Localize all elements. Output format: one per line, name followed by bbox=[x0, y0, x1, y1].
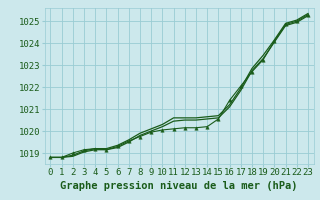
X-axis label: Graphe pression niveau de la mer (hPa): Graphe pression niveau de la mer (hPa) bbox=[60, 181, 298, 191]
